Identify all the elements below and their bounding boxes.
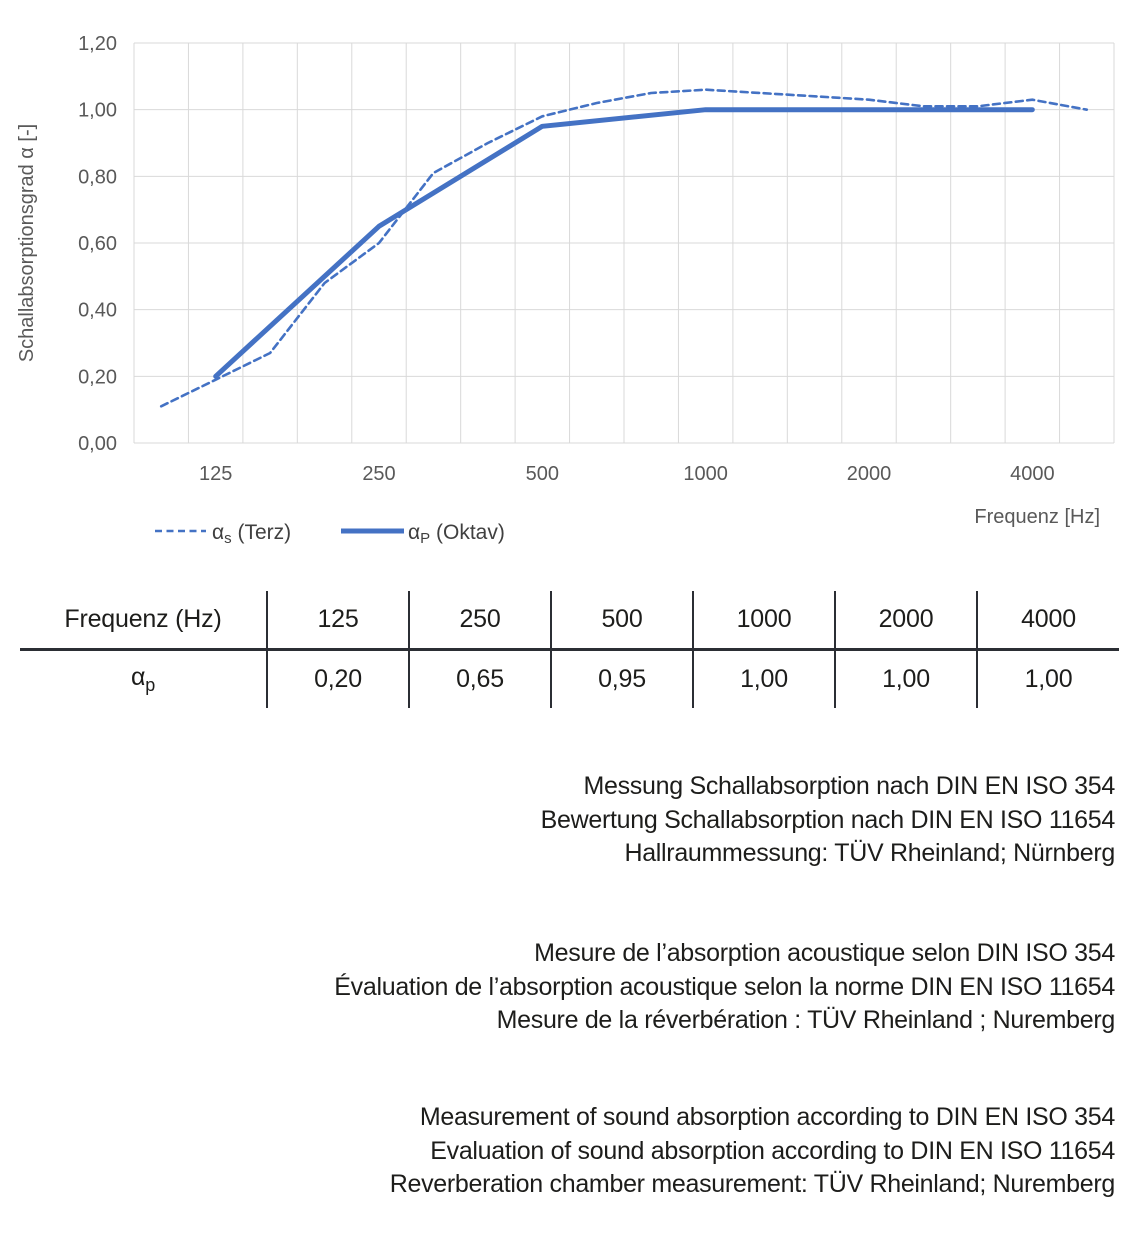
svg-text:0,60: 0,60 [78, 233, 117, 255]
table-header-2000: 2000 [834, 591, 977, 651]
svg-text:1000: 1000 [683, 463, 728, 485]
notes-french: Mesure de l’absorption acoustique selon … [15, 937, 1115, 1038]
svg-text:0,40: 0,40 [78, 300, 117, 322]
alpha-p-1000: 1,00 [692, 649, 835, 708]
notes-english: Measurement of sound absorption accordin… [15, 1101, 1116, 1202]
note-line: Mesure de la réverbération : TÜV Rheinla… [496, 1006, 1116, 1034]
table-value-row: αp 0,20 0,65 0,95 1,00 1,00 1,00 [20, 649, 1119, 708]
svg-text:0,80: 0,80 [78, 166, 117, 188]
note-line: Mesure de l’absorption acoustique selon … [534, 939, 1115, 967]
alpha-p-250: 0,65 [408, 649, 551, 708]
chart-svg: 0,00 0,20 0,40 0,60 0,80 1,00 1,20 125 250 500 100… [16, 33, 1115, 547]
x-axis-tick-labels: 125 250 500 1000 2000 4000 [199, 463, 1055, 485]
svg-text:2000: 2000 [847, 463, 892, 485]
alpha-p-oktav-line [213, 107, 1035, 379]
note-line: Messung Schallabsorption nach DIN EN ISO… [583, 772, 1115, 800]
gridlines [133, 42, 1115, 444]
alpha-p-125: 0,20 [266, 649, 409, 708]
note-line: Reverberation chamber measurement: TÜV R… [389, 1170, 1116, 1198]
note-line: Measurement of sound absorption accordin… [419, 1103, 1115, 1131]
table-header-250: 250 [408, 591, 551, 651]
table-header-500: 500 [550, 591, 693, 651]
table-header-4000: 4000 [976, 591, 1119, 651]
legend: αs (Terz) αP (Oktav) [155, 521, 505, 547]
note-line: Évaluation de l’absorption acoustique se… [334, 972, 1115, 1001]
svg-text:4000: 4000 [1010, 463, 1055, 485]
alpha-s-terz-line [159, 88, 1089, 408]
alpha-p-row-label: αp [130, 663, 156, 695]
table-header-row: Frequenz (Hz) 125 250 500 1000 2000 4000 [20, 591, 1119, 651]
svg-text:500: 500 [526, 463, 559, 485]
legend-label: αP (Oktav) [408, 521, 505, 547]
absorption-table: Frequenz (Hz) 125 250 500 1000 2000 4000… [20, 591, 1119, 708]
alpha-p-4000: 1,00 [976, 649, 1119, 708]
table-header-1000: 1000 [692, 591, 835, 651]
sound-absorption-chart: 0,00 0,20 0,40 0,60 0,80 1,00 1,20 125 250 500 100… [0, 0, 1135, 560]
svg-text:125: 125 [199, 463, 232, 485]
table-header-125: 125 [266, 591, 409, 651]
notes-german: Messung Schallabsorption nach DIN EN ISO… [15, 770, 1116, 871]
note-line: Evaluation of sound absorption according… [430, 1136, 1115, 1165]
svg-text:0,20: 0,20 [78, 366, 117, 388]
svg-text:1,00: 1,00 [78, 100, 117, 122]
y-axis-tick-labels: 0,00 0,20 0,40 0,60 0,80 1,00 1,20 [78, 33, 117, 455]
note-line: Hallraummessung: TÜV Rheinland; Nürnberg [624, 839, 1115, 867]
svg-text:1,20: 1,20 [78, 33, 117, 55]
svg-text:250: 250 [362, 463, 395, 485]
note-line: Bewertung Schallabsorption nach DIN EN I… [540, 805, 1116, 834]
table-header-frequenz: Frequenz (Hz) [20, 591, 267, 651]
y-axis-title: Schallabsorptionsgrad α [-] [16, 124, 38, 362]
alpha-p-2000: 1,00 [834, 649, 977, 708]
alpha-p-500: 0,95 [550, 649, 693, 708]
legend-label: αs (Terz) [212, 521, 291, 547]
svg-text:0,00: 0,00 [78, 433, 117, 455]
x-axis-title: Frequenz [Hz] [974, 506, 1100, 528]
